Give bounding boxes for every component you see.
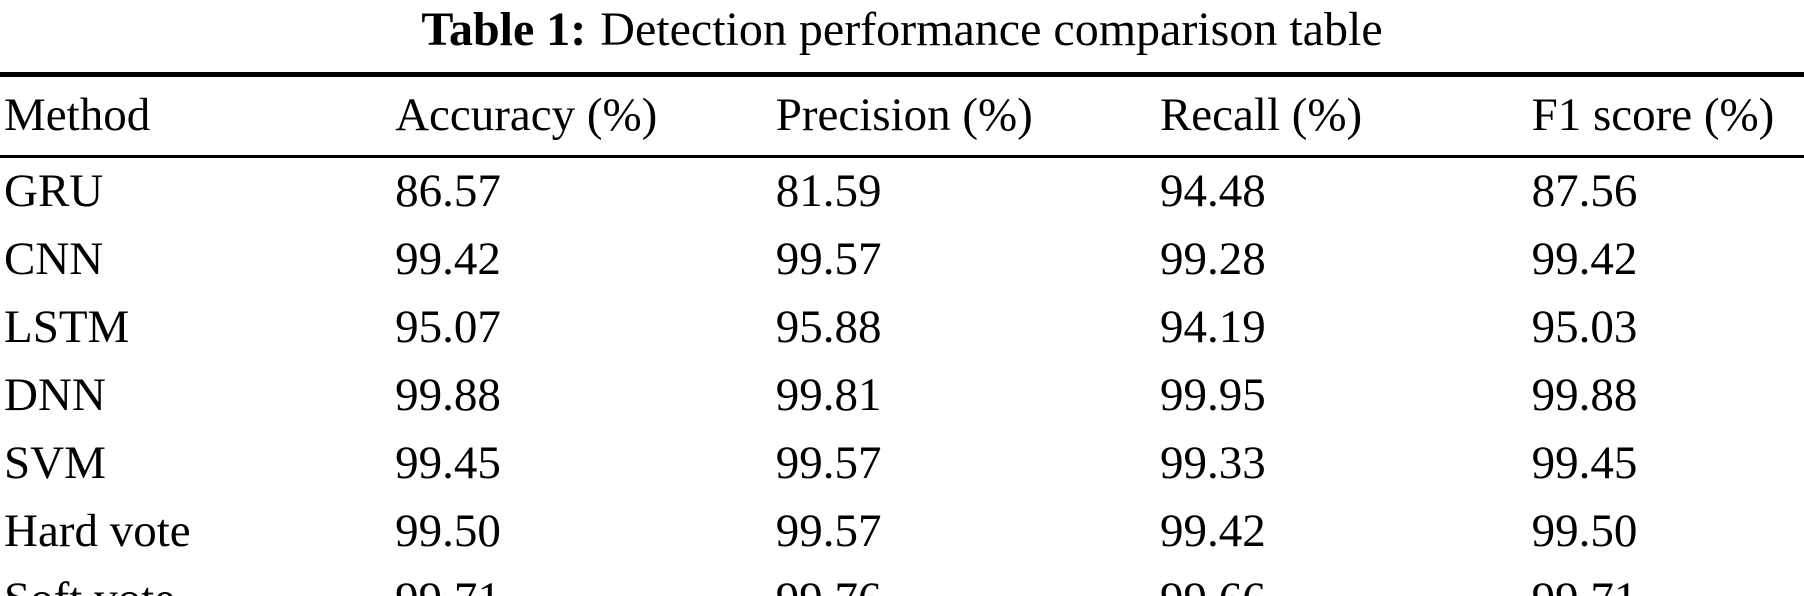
- accuracy-cell: 95.07: [395, 301, 501, 353]
- table-row-gru: GRU 86.57 81.59 94.48 87.56: [0, 157, 1804, 227]
- precision-cell: 99.57: [775, 233, 882, 285]
- f1-score-cell: 95.03: [1531, 301, 1638, 353]
- recall-cell: 94.48: [1159, 165, 1266, 217]
- recall-cell: 94.19: [1159, 301, 1266, 353]
- column-header-method: Method: [0, 74, 396, 158]
- precision-cell: 81.59: [775, 165, 882, 217]
- table-row-hard-vote: Hard vote 99.50 99.57 99.42 99.50: [0, 498, 1804, 566]
- table-caption-label: Table 1:: [421, 3, 587, 56]
- method-cell: Hard vote: [4, 505, 191, 557]
- accuracy-cell: 99.88: [395, 369, 501, 421]
- recall-cell: 99.95: [1159, 369, 1266, 421]
- recall-cell: 99.28: [1159, 233, 1266, 285]
- table-row-svm: SVM 99.45 99.57 99.33 99.45: [0, 430, 1804, 498]
- precision-cell: 99.81: [775, 369, 882, 421]
- f1-score-cell: 99.50: [1531, 505, 1638, 557]
- column-header-recall: Recall (%): [1159, 74, 1532, 158]
- accuracy-cell: 86.57: [395, 165, 501, 217]
- column-header-accuracy: Accuracy (%): [395, 74, 776, 158]
- table-row-lstm: LSTM 95.07 95.88 94.19 95.03: [0, 294, 1804, 362]
- table-caption-text: Detection performance comparison table: [600, 3, 1383, 56]
- f1-score-cell: 99.45: [1531, 437, 1638, 489]
- precision-cell: 99.57: [775, 437, 882, 489]
- accuracy-cell: 99.71: [395, 566, 776, 596]
- table-row-dnn: DNN 99.88 99.81 99.95 99.88: [0, 362, 1804, 430]
- table-row-soft-vote: Soft vote 99.71 99.76 99.66 99.71: [0, 566, 1804, 596]
- accuracy-cell: 99.50: [395, 505, 501, 557]
- recall-cell: 99.42: [1159, 505, 1266, 557]
- method-cell: CNN: [4, 233, 104, 285]
- header-row: Method Accuracy (%) Precision (%) Recall…: [0, 74, 1804, 158]
- table-caption: Table 1: Detection performance comparison…: [0, 0, 1804, 58]
- column-header-precision: Precision (%): [775, 74, 1160, 158]
- method-cell: LSTM: [4, 301, 130, 353]
- method-cell: DNN: [4, 369, 106, 421]
- precision-cell: 95.88: [775, 301, 882, 353]
- detection-performance-table: Method Accuracy (%) Precision (%) Recall…: [0, 72, 1804, 596]
- method-cell: GRU: [4, 165, 104, 217]
- column-header-f1-score: F1 score (%): [1531, 74, 1804, 158]
- recall-cell: 99.66: [1160, 566, 1532, 596]
- accuracy-cell: 99.45: [395, 437, 501, 489]
- f1-score-cell: 99.71: [1532, 566, 1804, 596]
- method-cell: SVM: [4, 437, 106, 489]
- f1-score-cell: 99.88: [1531, 369, 1638, 421]
- method-cell: Soft vote: [0, 566, 395, 596]
- f1-score-cell: 87.56: [1531, 165, 1638, 217]
- f1-score-cell: 99.42: [1531, 233, 1638, 285]
- accuracy-cell: 99.42: [395, 233, 501, 285]
- table-row-cnn: CNN 99.42 99.57 99.28 99.42: [0, 226, 1804, 294]
- recall-cell: 99.33: [1159, 437, 1266, 489]
- precision-cell: 99.57: [775, 505, 882, 557]
- precision-cell: 99.76: [776, 566, 1160, 596]
